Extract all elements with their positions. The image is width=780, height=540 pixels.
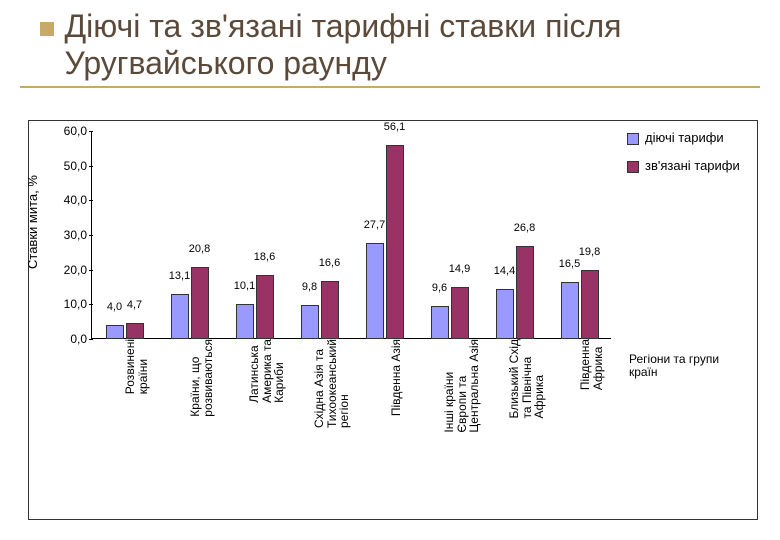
- chart-frame: Ставки мита, % 0,010,020,030,040,050,060…: [28, 120, 758, 520]
- category-label: Країни, щорозвиваються: [189, 339, 214, 417]
- category-label: Розвиненікраїни: [124, 339, 149, 394]
- bar: [321, 281, 339, 339]
- bar: [451, 287, 469, 339]
- bar-value-label: 20,8: [183, 243, 217, 255]
- bar: [431, 306, 449, 339]
- y-tick: 60,0: [55, 124, 87, 138]
- bar-value-label: 14,9: [443, 263, 477, 275]
- y-tick: 30,0: [55, 228, 87, 242]
- y-tick: 20,0: [55, 263, 87, 277]
- category-label: Східна Азія таТихоокеанськийрегіон: [313, 339, 351, 428]
- bar: [561, 282, 579, 339]
- bar-value-label: 19,8: [573, 246, 607, 258]
- bar-value-label: 16,6: [313, 257, 347, 269]
- bar-value-label: 18,6: [248, 251, 282, 263]
- bar-value-label: 16,5: [553, 258, 587, 270]
- bar: [256, 275, 274, 339]
- x-axis-label: Регіони та групи країн: [629, 353, 749, 379]
- y-tick: 0,0: [55, 332, 87, 346]
- bar: [191, 267, 209, 339]
- bar: [106, 325, 124, 339]
- category-label: Інші країниЄвропи таЦентральна Азія: [443, 339, 481, 433]
- bar: [236, 304, 254, 339]
- category-label: ЛатинськаАмерика таКариби: [248, 339, 286, 403]
- y-axis-label: Ставки мита, %: [25, 175, 40, 269]
- y-tick: 50,0: [55, 159, 87, 173]
- bar: [301, 305, 319, 339]
- category-label: ПівденнаАфрика: [579, 339, 604, 390]
- bar: [581, 270, 599, 339]
- bar-value-label: 4,7: [118, 299, 152, 311]
- y-tick: 40,0: [55, 193, 87, 207]
- legend-item-applied: діючі тарифи: [627, 131, 747, 145]
- title-underline: [20, 86, 760, 88]
- page-title: Діючі та зв'язані тарифні ставки після У…: [64, 8, 754, 82]
- bar: [386, 145, 404, 339]
- legend-item-bound: зв'язані тарифи: [627, 159, 747, 173]
- legend: діючі тарифи зв'язані тарифи: [627, 131, 747, 188]
- category-label: Близький Східта ПівнічнаАфрика: [508, 339, 546, 419]
- bar: [516, 246, 534, 339]
- legend-swatch-bound: [627, 161, 639, 173]
- category-label: Південна Азія: [390, 339, 403, 416]
- bar: [366, 243, 384, 339]
- legend-label-applied: діючі тарифи: [645, 131, 724, 145]
- bar-value-label: 26,8: [508, 222, 542, 234]
- bar: [126, 323, 144, 339]
- bar: [496, 289, 514, 339]
- legend-label-bound: зв'язані тарифи: [645, 159, 740, 173]
- bar: [171, 294, 189, 339]
- legend-swatch-applied: [627, 133, 639, 145]
- y-tick: 10,0: [55, 297, 87, 311]
- bar-value-label: 56,1: [378, 121, 412, 133]
- title-bullet: [40, 22, 54, 36]
- plot-area: 0,010,020,030,040,050,060,04,04,713,120,…: [91, 131, 611, 339]
